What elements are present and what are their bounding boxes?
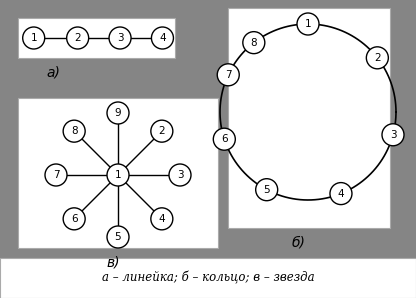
Text: 1: 1 — [115, 170, 121, 180]
FancyBboxPatch shape — [18, 18, 175, 58]
Text: а – линейка; б – кольцо; в – звезда: а – линейка; б – кольцо; в – звезда — [102, 271, 314, 285]
Circle shape — [107, 226, 129, 248]
FancyBboxPatch shape — [228, 8, 390, 228]
Circle shape — [107, 164, 129, 186]
Circle shape — [217, 64, 239, 86]
Text: 8: 8 — [71, 126, 77, 136]
Text: 5: 5 — [263, 185, 270, 195]
Text: 3: 3 — [117, 33, 124, 43]
Text: 2: 2 — [74, 33, 81, 43]
Text: 8: 8 — [250, 38, 257, 48]
Circle shape — [107, 102, 129, 124]
Text: в): в) — [106, 255, 120, 269]
Circle shape — [297, 13, 319, 35]
Text: 2: 2 — [158, 126, 165, 136]
Text: 1: 1 — [305, 19, 311, 29]
Text: 4: 4 — [159, 33, 166, 43]
Text: 7: 7 — [53, 170, 59, 180]
Circle shape — [256, 179, 278, 201]
Text: 9: 9 — [115, 108, 121, 118]
Circle shape — [366, 47, 389, 69]
Text: 6: 6 — [71, 214, 77, 224]
Circle shape — [169, 164, 191, 186]
Circle shape — [151, 27, 173, 49]
Text: 4: 4 — [338, 189, 344, 198]
Text: 7: 7 — [225, 70, 232, 80]
Text: 3: 3 — [390, 130, 396, 140]
Circle shape — [67, 27, 89, 49]
Text: 4: 4 — [158, 214, 165, 224]
Circle shape — [243, 32, 265, 54]
Text: б): б) — [292, 235, 306, 249]
Circle shape — [382, 124, 404, 146]
Circle shape — [109, 27, 131, 49]
Text: 1: 1 — [30, 33, 37, 43]
Text: 3: 3 — [177, 170, 183, 180]
Text: 6: 6 — [221, 134, 228, 144]
Circle shape — [45, 164, 67, 186]
Circle shape — [151, 208, 173, 230]
Text: а): а) — [46, 65, 60, 79]
Circle shape — [23, 27, 45, 49]
Text: 5: 5 — [115, 232, 121, 242]
Circle shape — [63, 208, 85, 230]
FancyBboxPatch shape — [0, 258, 416, 298]
Circle shape — [63, 120, 85, 142]
Text: 2: 2 — [374, 53, 381, 63]
Circle shape — [330, 183, 352, 205]
Circle shape — [151, 120, 173, 142]
Circle shape — [213, 128, 235, 150]
FancyBboxPatch shape — [18, 98, 218, 248]
